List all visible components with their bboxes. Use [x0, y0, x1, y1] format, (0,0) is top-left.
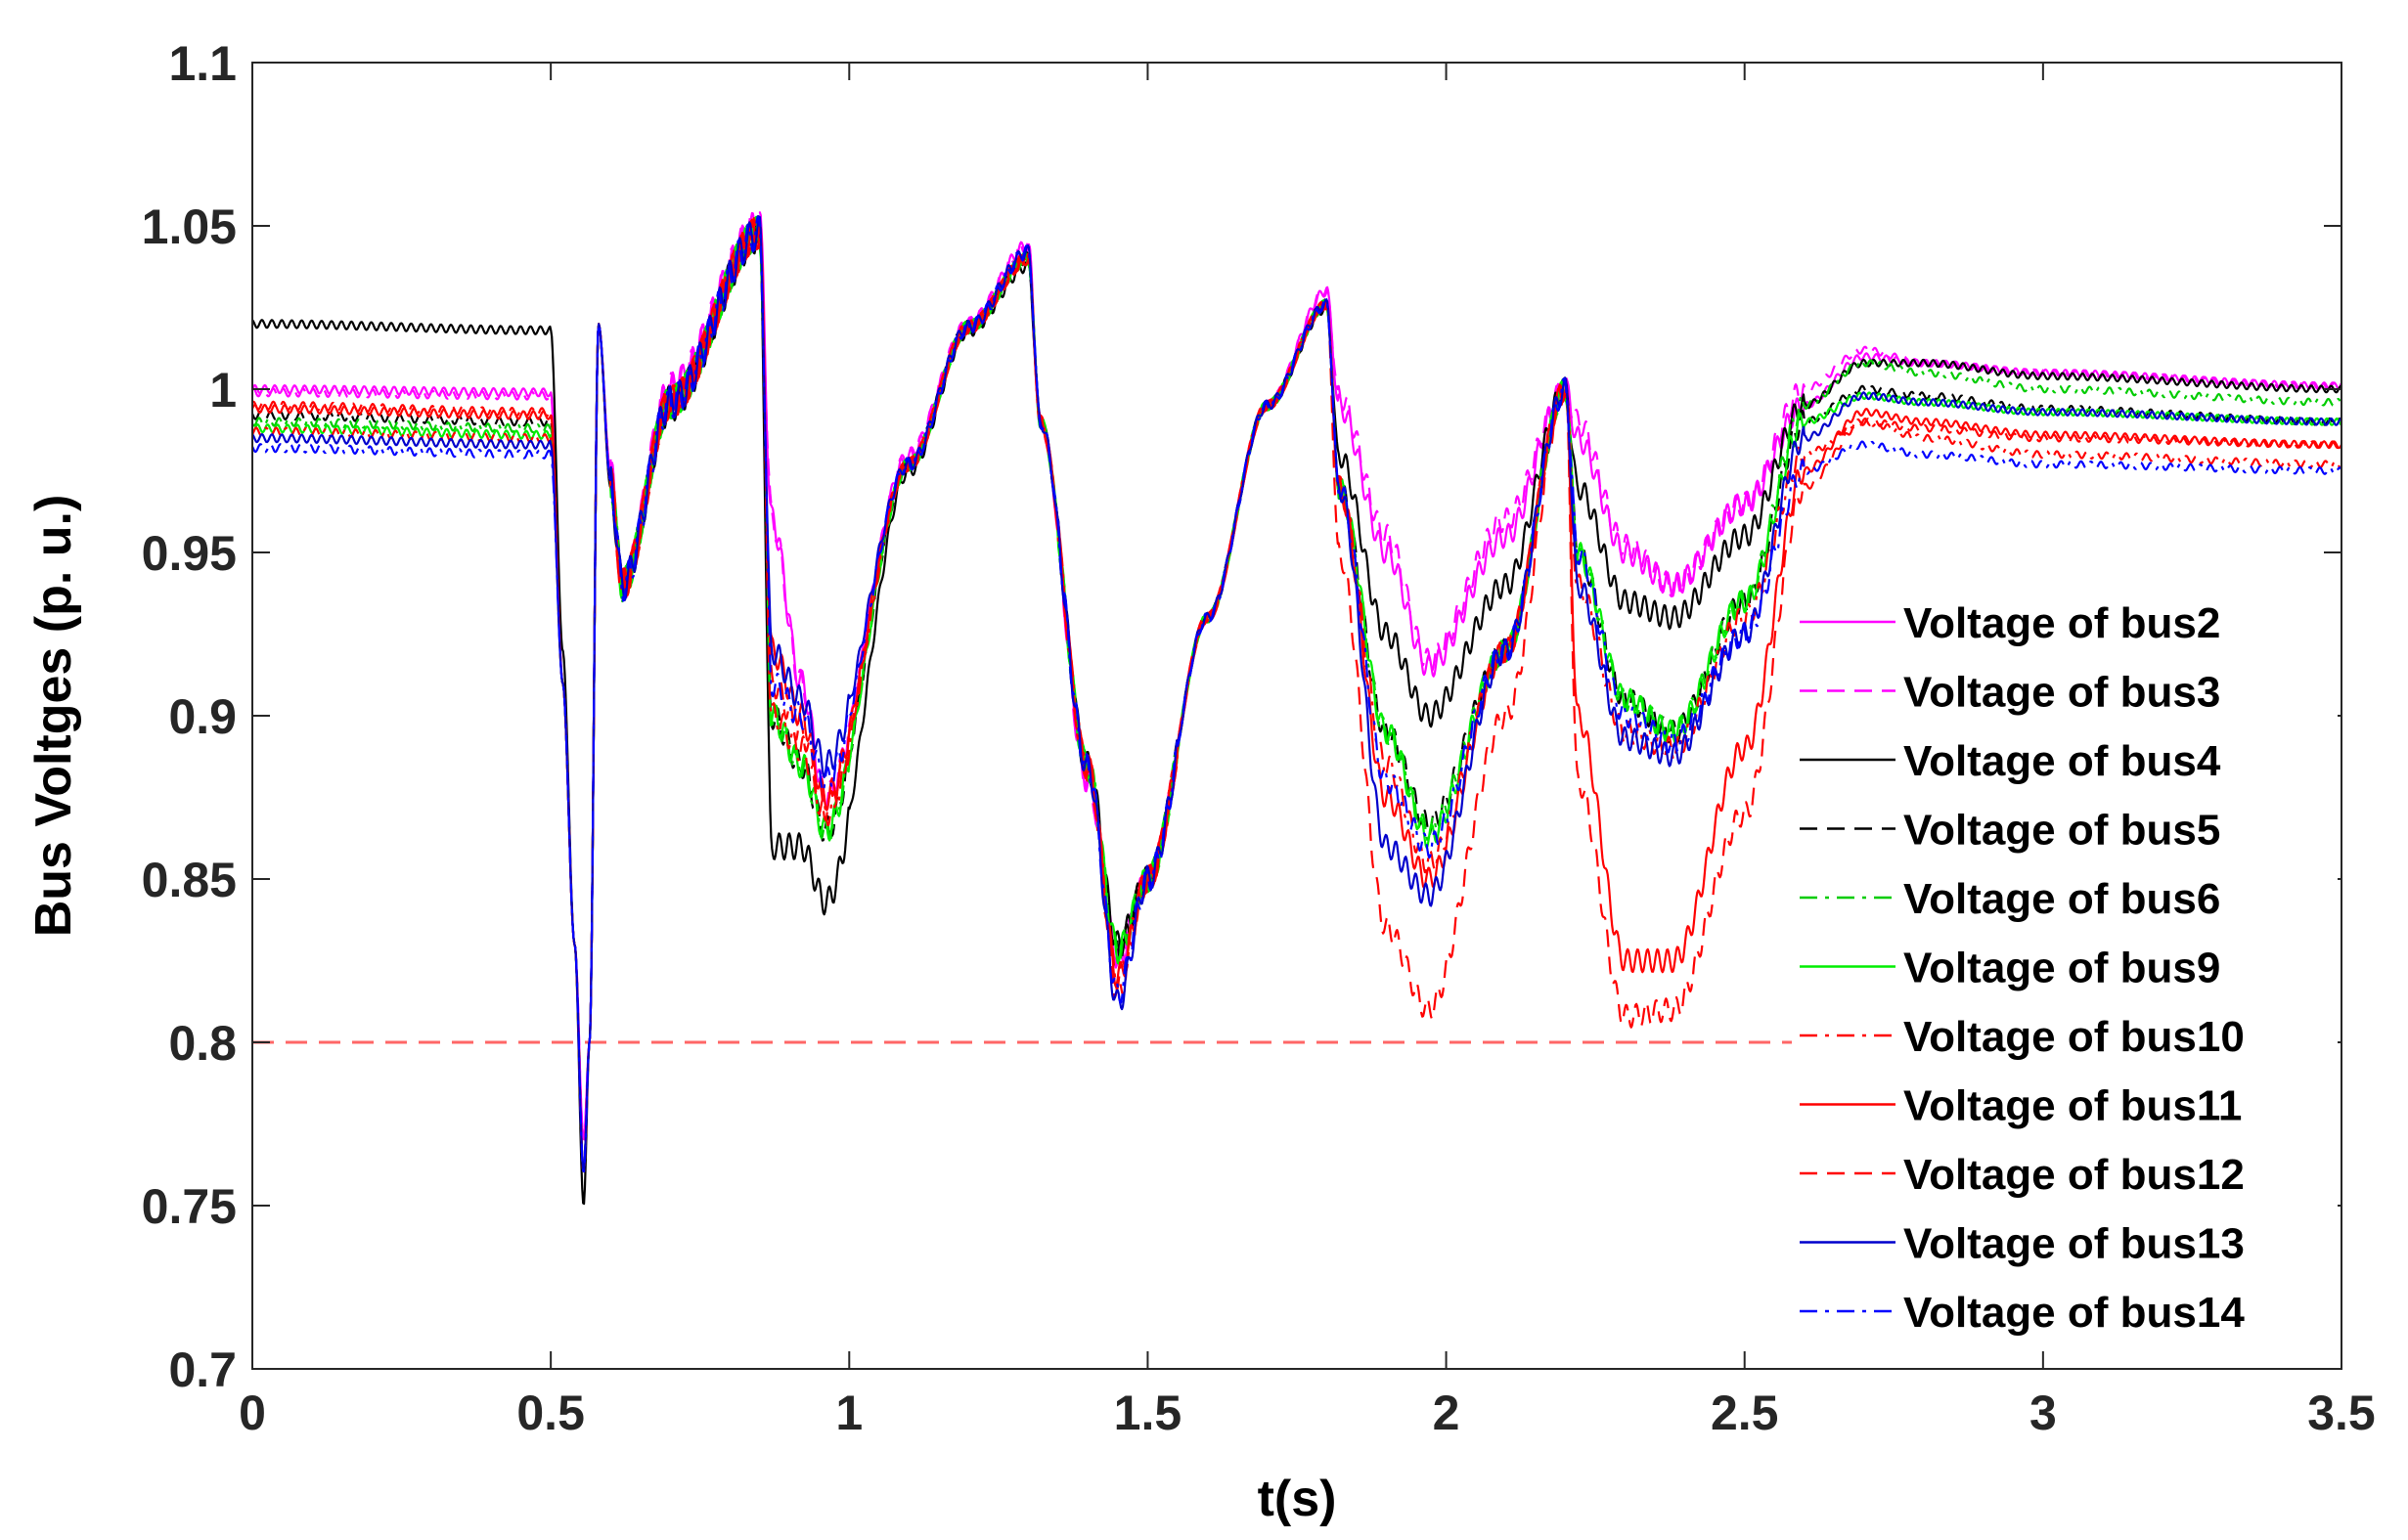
x-tick-label: 0	[239, 1386, 266, 1440]
x-tick-label: 2.5	[1711, 1386, 1779, 1440]
legend-label: Voltage of bus12	[1903, 1151, 2245, 1199]
series-line-voltage-of-bus13	[251, 215, 2342, 1173]
tick-layer: 0 0.5 1 1.5 2 2.5 3 3.5 0.7 0.75 0.8 0.85 0.9 0.95 1 1.…	[142, 36, 2376, 1440]
legend-label: Voltage of bus2	[1903, 599, 2220, 647]
legend-label: Voltage of bus10	[1903, 1013, 2245, 1061]
y-tick-label: 0.95	[142, 526, 237, 581]
series-line-voltage-of-bus14	[250, 215, 2342, 1173]
legend-label: Voltage of bus11	[1903, 1082, 2242, 1130]
x-tick-label: 1.5	[1114, 1386, 1182, 1440]
y-tick-label: 0.7	[168, 1342, 237, 1397]
legend: Voltage of bus2 Voltage of bus3 Voltage of…	[1792, 569, 2338, 1342]
x-tick-label: 3.5	[2307, 1386, 2376, 1440]
series-layer	[250, 211, 2342, 1206]
legend-label: Voltage of bus6	[1903, 875, 2220, 923]
legend-label: Voltage of bus4	[1903, 737, 2221, 785]
legend-label: Voltage of bus5	[1903, 807, 2220, 855]
legend-label: Voltage of bus14	[1903, 1289, 2245, 1337]
legend-label: Voltage of bus3	[1903, 669, 2220, 717]
y-tick-label: 0.75	[142, 1179, 237, 1234]
y-tick-label: 1.05	[142, 199, 237, 254]
x-tick-label: 0.5	[516, 1386, 585, 1440]
y-tick-label: 0.85	[142, 853, 237, 907]
y-tick-label: 0.8	[168, 1016, 237, 1071]
x-tick-label: 2	[1433, 1386, 1460, 1440]
legend-label: Voltage of bus9	[1903, 945, 2220, 992]
x-tick-label: 3	[2029, 1386, 2057, 1440]
legend-label: Voltage of bus13	[1903, 1220, 2245, 1268]
legend-box	[1792, 569, 2338, 1342]
y-tick-label: 1.1	[168, 36, 237, 91]
x-axis-label: t(s)	[1258, 1471, 1337, 1527]
y-tick-label: 1	[209, 363, 237, 418]
y-tick-label: 0.9	[168, 689, 237, 744]
y-axis-label: Bus Voltges (p. u.)	[25, 495, 82, 938]
x-tick-label: 1	[835, 1386, 863, 1440]
